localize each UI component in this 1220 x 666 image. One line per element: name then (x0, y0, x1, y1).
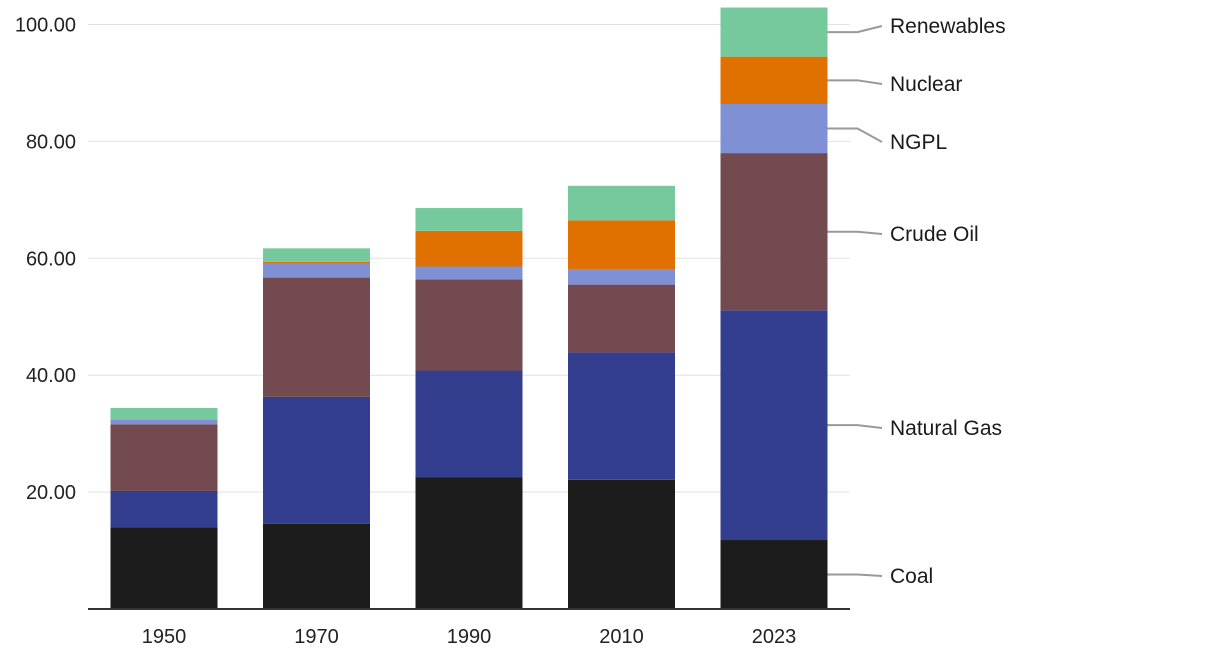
bar-stack-2010 (568, 185, 675, 609)
legend-leader-nuclear (827, 79, 883, 85)
y-tick-label-20: 20.00 (26, 482, 76, 504)
bar-segment-nuclear-2023 (720, 56, 828, 104)
legend-label-crude-oil: Crude Oil (890, 223, 979, 246)
bar-segment-ngpl-2023 (720, 103, 828, 154)
bar-segment-crude-oil-2010 (568, 284, 675, 353)
bar-segment-renewables-1970 (263, 248, 370, 262)
bar-segment-natural-gas-1970 (263, 396, 370, 524)
legend-leader-coal (827, 573, 883, 577)
bar-segment-crude-oil-1990 (415, 279, 523, 371)
bar-segment-ngpl-1970 (263, 262, 370, 278)
legend-leader-crude-oil (827, 230, 883, 235)
legend-leader-ngpl (827, 127, 883, 143)
bar-segment-nuclear-1990 (415, 230, 523, 267)
bar-segment-renewables-2023 (720, 7, 828, 57)
x-tick-label-1990: 1990 (447, 626, 492, 648)
bar-stack-1950 (110, 407, 218, 609)
legend-leader-natural-gas (827, 424, 883, 429)
bar-stack-1970 (263, 248, 370, 609)
bar-segment-coal-2023 (720, 540, 828, 609)
x-axis-tick-labels: 1950 1970 1990 2010 2023 (142, 626, 797, 648)
bar-stacks (110, 7, 828, 609)
bar-segment-coal-1970 (263, 523, 370, 609)
bar-segment-renewables-1950 (110, 407, 218, 420)
legend-label-coal: Coal (890, 565, 933, 588)
y-tick-label-80: 80.00 (26, 131, 76, 153)
bar-segment-crude-oil-2023 (720, 153, 828, 311)
bar-segment-ngpl-1950 (110, 419, 218, 425)
legend-label-nuclear: Nuclear (890, 73, 962, 96)
x-tick-label-2023: 2023 (752, 626, 797, 648)
legend-leader-renewables (827, 25, 883, 34)
y-axis-tick-labels: 20.00 40.00 60.00 80.00 100.00 (15, 15, 76, 505)
bar-segment-ngpl-2010 (568, 269, 675, 285)
bar-stack-1990 (415, 208, 523, 609)
bar-segment-coal-1990 (415, 477, 523, 609)
series-legend: Coal Natural Gas Crude Oil NGPL Nuclear Renew… (827, 15, 1006, 588)
y-tick-label-60: 60.00 (26, 248, 76, 270)
bar-segment-ngpl-1990 (415, 266, 523, 280)
bar-segment-coal-2010 (568, 479, 675, 609)
x-tick-label-1970: 1970 (294, 626, 339, 648)
bar-segment-renewables-2010 (568, 185, 675, 221)
bar-segment-natural-gas-1990 (415, 370, 523, 478)
bar-segment-nuclear-2010 (568, 220, 675, 270)
bar-segment-crude-oil-1950 (110, 424, 218, 491)
bar-segment-natural-gas-2023 (720, 310, 828, 541)
bar-stack-2023 (720, 7, 828, 609)
legend-label-renewables: Renewables (890, 15, 1006, 38)
legend-label-natural-gas: Natural Gas (890, 417, 1002, 440)
bar-segment-natural-gas-1950 (110, 490, 218, 528)
bar-segment-natural-gas-2010 (568, 352, 675, 480)
bar-segment-crude-oil-1970 (263, 277, 370, 397)
bar-segment-nuclear-1970 (263, 261, 370, 263)
bar-segment-renewables-1990 (415, 208, 523, 231)
bar-segment-coal-1950 (110, 527, 218, 609)
x-tick-label-1950: 1950 (142, 626, 187, 648)
legend-label-ngpl: NGPL (890, 131, 947, 154)
x-tick-label-2010: 2010 (599, 626, 644, 648)
y-tick-label-40: 40.00 (26, 365, 76, 387)
y-tick-label-100: 100.00 (15, 15, 76, 37)
